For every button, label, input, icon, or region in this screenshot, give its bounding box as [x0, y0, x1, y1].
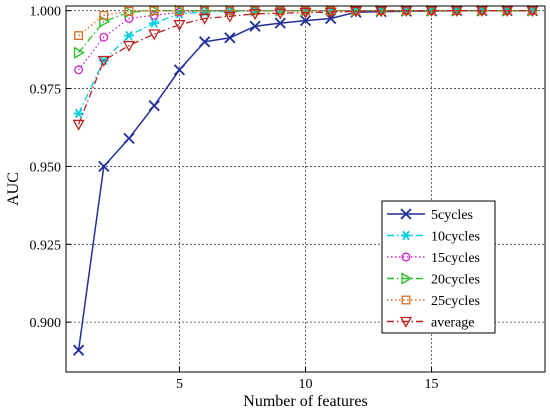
x-tick-label: 15: [425, 377, 439, 392]
data-point: [74, 65, 84, 75]
data-point: [224, 32, 236, 44]
data-point: [225, 6, 235, 16]
data-point: [174, 6, 184, 16]
data-point: [73, 108, 84, 119]
legend-marker: [401, 252, 411, 262]
data-point: [73, 46, 85, 59]
legend-label: 5cycles: [431, 208, 473, 223]
legend: 5cycles 10cycles 15cycles 20cycles 25cycles a…: [381, 200, 496, 334]
legend-marker: [401, 230, 411, 241]
data-point: [324, 7, 337, 19]
legend-label: 10cycles: [431, 230, 480, 245]
legend-box: [381, 200, 496, 334]
legend-label: 15cycles: [431, 251, 480, 266]
data-point: [124, 30, 135, 41]
y-tick-label: 0.925: [30, 238, 62, 253]
legend-item: 5cycles: [387, 208, 473, 223]
data-point: [198, 13, 211, 25]
data-point: [123, 132, 135, 145]
data-point: [248, 9, 262, 21]
data-point: [149, 6, 159, 16]
data-point: [99, 10, 109, 20]
x-tick-label: 10: [299, 377, 313, 392]
y-tick-label: 0.900: [30, 316, 62, 331]
data-point: [349, 6, 363, 18]
series-layer: [72, 4, 539, 356]
data-point: [173, 64, 186, 76]
series-20cycles: [73, 4, 539, 59]
data-point: [400, 6, 413, 18]
data-point: [74, 31, 84, 41]
legend-marker: [401, 295, 411, 305]
y-axis-title: AUC: [5, 172, 22, 206]
data-point: [148, 100, 160, 112]
data-point: [99, 32, 109, 42]
y-tick-label: 1.000: [30, 5, 62, 20]
data-point: [223, 11, 236, 23]
data-point: [124, 6, 134, 16]
legend-label: 25cycles: [431, 294, 480, 309]
data-point: [526, 6, 539, 18]
data-point: [97, 55, 110, 67]
legend-label: average: [431, 316, 475, 331]
data-point: [274, 17, 286, 29]
x-axis-title: Number of features: [243, 393, 367, 410]
legend-marker: [400, 208, 412, 220]
data-point: [450, 6, 463, 18]
data-point: [199, 36, 211, 48]
legend-item: 15cycles: [387, 251, 480, 266]
x-tick-label: 5: [176, 377, 183, 392]
y-tick-label: 0.950: [30, 160, 62, 175]
data-point: [425, 6, 438, 18]
data-point: [148, 29, 161, 41]
y-tick-label: 0.975: [30, 83, 62, 98]
data-point: [274, 8, 287, 20]
data-point: [72, 344, 85, 356]
data-point: [249, 20, 261, 32]
series-average: [72, 6, 539, 131]
data-point: [72, 119, 85, 131]
data-point: [98, 160, 110, 173]
legend-label: 20cycles: [431, 273, 480, 288]
series-line: [77, 10, 533, 125]
data-point: [501, 6, 514, 18]
axis-ticks: 5 10 15 0.900 0.925 0.950 0.975 1.000: [30, 5, 439, 392]
data-point: [475, 6, 489, 18]
data-point: [149, 18, 160, 28]
legend-marker: [401, 272, 413, 285]
legend-item: average: [387, 316, 475, 331]
data-point: [375, 6, 388, 18]
legend-item: 20cycles: [387, 272, 480, 288]
data-point: [122, 40, 136, 52]
legend-item: 10cycles: [387, 230, 480, 245]
data-point: [299, 15, 312, 27]
legend-item: 25cycles: [387, 294, 480, 309]
data-point: [173, 20, 186, 32]
data-point: [299, 7, 312, 19]
legend-marker: [399, 316, 413, 328]
